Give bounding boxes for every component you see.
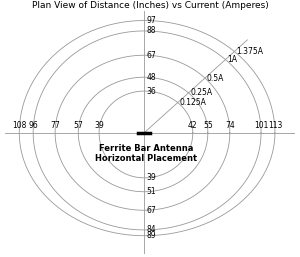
Text: 42: 42 (188, 121, 198, 130)
Text: 108: 108 (12, 121, 26, 130)
Text: 1.375A: 1.375A (236, 47, 263, 56)
Text: 36: 36 (146, 87, 156, 96)
Text: 57: 57 (74, 121, 83, 130)
Text: 48: 48 (146, 73, 156, 82)
Text: 113: 113 (268, 121, 282, 130)
Text: 88: 88 (146, 26, 156, 35)
Text: 84: 84 (146, 225, 156, 234)
Text: 96: 96 (28, 121, 38, 130)
Title: Plan View of Distance (Inches) vs Current (Amperes): Plan View of Distance (Inches) vs Curren… (32, 2, 268, 11)
Text: 101: 101 (254, 121, 268, 130)
Text: 67: 67 (146, 51, 156, 60)
Text: Ferrite Bar Antenna: Ferrite Bar Antenna (99, 144, 194, 153)
Text: Horizontal Placement: Horizontal Placement (95, 154, 198, 163)
Text: 0.25A: 0.25A (190, 88, 212, 97)
Text: 89: 89 (146, 231, 156, 240)
Text: 51: 51 (146, 187, 156, 196)
Text: 97: 97 (146, 16, 156, 25)
Text: 1A: 1A (227, 55, 237, 64)
Text: 55: 55 (203, 121, 213, 130)
Text: 0.125A: 0.125A (179, 98, 206, 107)
Text: 77: 77 (50, 121, 60, 130)
Text: 74: 74 (225, 121, 235, 130)
Text: 67: 67 (146, 206, 156, 215)
Text: 39: 39 (94, 121, 104, 130)
Text: 39: 39 (146, 173, 156, 182)
Text: 0.5A: 0.5A (207, 74, 224, 82)
